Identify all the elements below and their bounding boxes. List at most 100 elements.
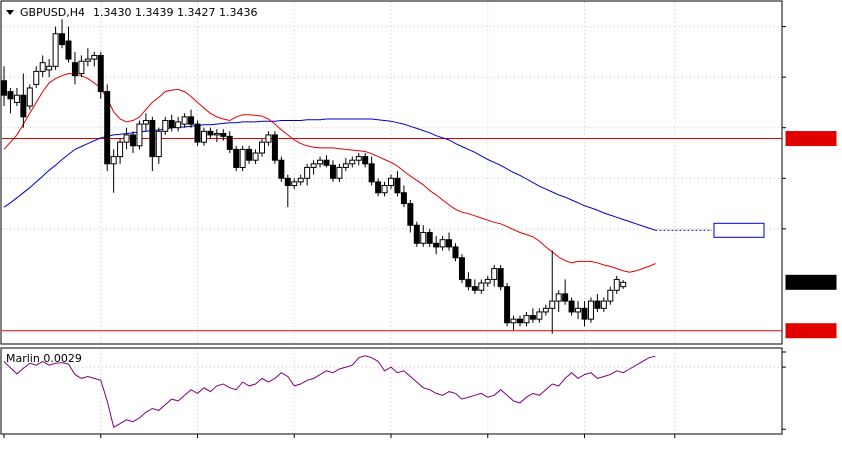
candle xyxy=(600,297,607,312)
candle xyxy=(71,51,78,85)
bearish-candle-body xyxy=(97,54,104,93)
candle xyxy=(155,127,162,164)
candle xyxy=(491,264,498,287)
candle xyxy=(1,66,7,107)
bullish-candle-body xyxy=(13,94,20,103)
candle xyxy=(291,178,298,190)
bullish-candle-body xyxy=(491,268,498,280)
bullish-candle-body xyxy=(439,239,446,248)
candle xyxy=(368,156,375,186)
candle xyxy=(278,156,285,182)
candle xyxy=(52,26,59,70)
candle xyxy=(162,116,169,135)
candle xyxy=(620,280,627,289)
bearish-candle-body xyxy=(458,257,465,280)
support-price-tag-box xyxy=(785,323,837,339)
bullish-candle-body xyxy=(600,300,607,309)
candle xyxy=(510,315,517,330)
bullish-candle-body xyxy=(310,163,317,168)
bullish-candle-body xyxy=(291,181,298,187)
candle xyxy=(7,87,14,114)
bullish-candle-body xyxy=(536,311,543,320)
candle xyxy=(181,113,188,128)
price-grid xyxy=(2,2,782,343)
bearish-candle-body xyxy=(233,148,240,168)
current-price-tag-box xyxy=(785,274,837,290)
candle xyxy=(394,171,401,197)
bearish-candle-body xyxy=(207,130,214,136)
bearish-candle-body xyxy=(329,164,336,179)
candle xyxy=(420,225,427,247)
candle xyxy=(471,279,478,294)
bearish-candle-body xyxy=(568,300,575,313)
candle xyxy=(239,145,246,172)
candle xyxy=(33,66,40,88)
candle xyxy=(388,174,394,190)
blue-ma-price-tag-box xyxy=(713,222,765,238)
candle xyxy=(575,301,582,320)
bearish-candle-body xyxy=(149,119,156,158)
bearish-candle-body xyxy=(246,148,253,161)
bullish-candle-body xyxy=(613,278,620,291)
bearish-candle-body xyxy=(71,62,78,77)
bearish-candle-body xyxy=(194,123,201,143)
bullish-candle-body xyxy=(355,156,362,161)
price-axis xyxy=(782,26,786,230)
candlestick-series[interactable] xyxy=(1,19,627,334)
candle xyxy=(497,264,504,291)
resistance-price-tag-box xyxy=(785,131,837,147)
bullish-candle-body xyxy=(175,121,182,129)
bearish-candle-body xyxy=(65,40,72,60)
bullish-candle-body xyxy=(420,231,427,244)
candle xyxy=(46,59,53,78)
candle xyxy=(381,181,388,197)
bearish-candle-body xyxy=(168,119,175,129)
bearish-candle-body xyxy=(130,134,136,147)
candle xyxy=(549,250,556,334)
bullish-candle-body xyxy=(200,130,207,143)
candle xyxy=(284,174,291,208)
bearish-candle-body xyxy=(220,132,227,137)
candle xyxy=(446,232,453,251)
candle xyxy=(271,131,278,164)
bearish-candle-body xyxy=(1,80,7,96)
bearish-candle-body xyxy=(226,135,233,150)
bullish-candle-body xyxy=(297,177,304,183)
bearish-candle-body xyxy=(581,307,588,320)
candle xyxy=(542,304,549,316)
candle xyxy=(97,51,104,99)
bullish-candle-body xyxy=(26,87,33,107)
bullish-candle-body xyxy=(239,148,246,168)
candle xyxy=(13,87,20,107)
bearish-candle-body xyxy=(188,116,195,125)
bullish-candle-body xyxy=(587,300,594,320)
candle xyxy=(233,145,240,172)
candle xyxy=(117,138,124,164)
symbol-menu-triangle-icon[interactable] xyxy=(6,10,14,15)
bullish-candle-body xyxy=(142,119,149,125)
candle xyxy=(362,152,369,168)
candle xyxy=(407,199,414,233)
bullish-candle-body xyxy=(317,159,324,165)
bearish-candle-body xyxy=(562,293,569,302)
bullish-candle-body xyxy=(110,156,117,165)
bearish-candle-body xyxy=(504,286,511,324)
candle xyxy=(439,236,446,251)
candle xyxy=(188,109,195,128)
blue-moving-average-line xyxy=(3,118,656,231)
bearish-candle-body xyxy=(529,315,536,320)
time-axis xyxy=(3,434,676,438)
bearish-candle-body xyxy=(400,192,407,205)
bullish-candle-body xyxy=(78,60,85,75)
candle xyxy=(594,293,601,312)
bearish-candle-body xyxy=(394,177,401,194)
bearish-candle-body xyxy=(446,239,453,248)
candle xyxy=(465,272,472,291)
bullish-candle-body xyxy=(349,159,356,165)
candle xyxy=(142,113,149,132)
bullish-candle-body xyxy=(46,65,53,71)
bullish-candle-body xyxy=(52,33,59,67)
bullish-candle-body xyxy=(84,58,91,62)
candle xyxy=(484,275,491,287)
candle xyxy=(426,228,433,247)
